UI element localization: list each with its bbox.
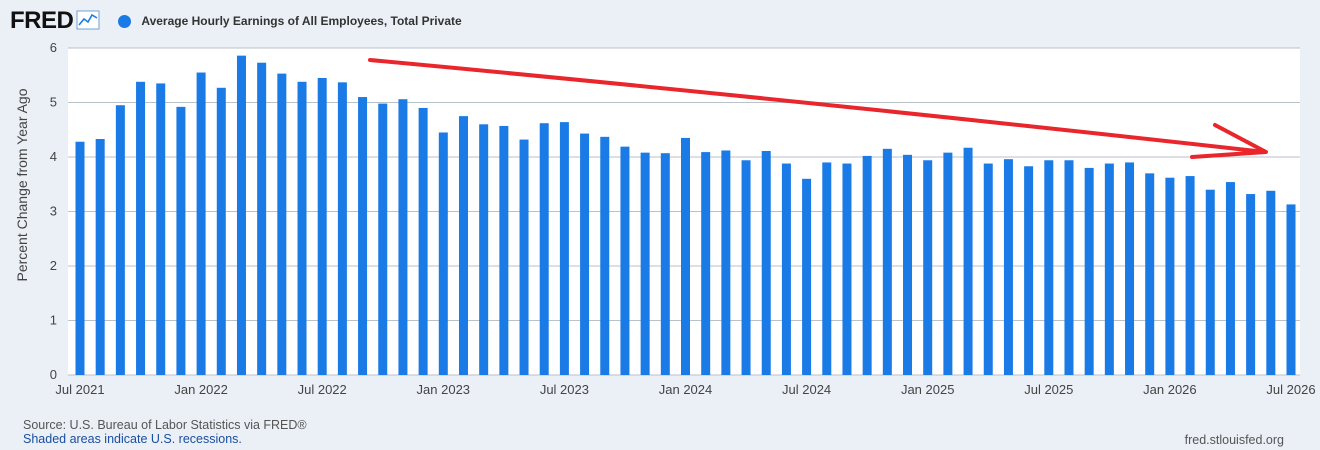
bar <box>802 178 812 375</box>
annotation-arrow-head <box>1190 123 1268 159</box>
bar <box>418 107 428 375</box>
bar <box>136 81 146 375</box>
fred-logo[interactable]: FRED <box>10 7 74 34</box>
bar <box>842 163 852 375</box>
bar <box>681 137 690 375</box>
x-tick-label: Jan 2026 <box>1143 382 1197 397</box>
x-tick-label: Jan 2025 <box>901 382 955 397</box>
y-tick-label: 3 <box>50 204 57 219</box>
bar <box>822 162 832 375</box>
bar <box>983 163 993 375</box>
bar <box>75 141 85 375</box>
bar <box>761 151 771 375</box>
bar <box>458 116 468 375</box>
bar <box>1286 204 1296 375</box>
x-tick-label: Jul 2021 <box>55 382 104 397</box>
bar <box>539 123 549 376</box>
bar <box>660 153 670 375</box>
bar <box>378 103 388 375</box>
bar <box>600 136 610 375</box>
bar <box>620 146 630 375</box>
bar <box>559 122 569 376</box>
bar <box>1125 162 1135 375</box>
bar <box>721 150 731 375</box>
y-tick-label: 1 <box>50 313 57 328</box>
x-tick-label: Jan 2024 <box>659 382 713 397</box>
bar <box>1084 167 1094 375</box>
bar <box>156 83 166 376</box>
y-tick-label: 5 <box>50 95 57 110</box>
bar <box>499 125 509 375</box>
bar <box>398 99 408 375</box>
bar <box>236 55 246 375</box>
bar <box>277 73 287 376</box>
bar <box>1246 194 1256 375</box>
bar <box>1064 160 1074 375</box>
bar <box>115 105 125 375</box>
y-tick-label: 4 <box>50 149 57 164</box>
bar <box>1104 163 1114 375</box>
bar <box>862 155 872 375</box>
x-tick-label: Jul 2025 <box>1024 382 1073 397</box>
bar <box>1165 177 1175 375</box>
x-tick-label: Jul 2024 <box>782 382 831 397</box>
bar <box>781 163 791 375</box>
source-text: Source: U.S. Bureau of Labor Statistics … <box>23 418 307 432</box>
chart-footer-source: Source: U.S. Bureau of Labor Statistics … <box>23 418 307 446</box>
bar <box>701 152 711 375</box>
bar <box>1266 190 1276 375</box>
bar <box>923 160 933 375</box>
bar <box>963 147 973 375</box>
bar <box>479 124 489 375</box>
bar <box>438 132 448 375</box>
bar <box>317 77 327 375</box>
bar <box>882 148 892 375</box>
bar <box>519 139 529 375</box>
y-tick-label: 6 <box>50 40 57 55</box>
y-tick-label: 0 <box>50 367 57 382</box>
x-tick-label: Jan 2022 <box>174 382 228 397</box>
bar <box>580 133 590 375</box>
bar <box>1024 166 1034 375</box>
legend-series-label[interactable]: Average Hourly Earnings of All Employees… <box>141 14 462 28</box>
x-tick-label: Jul 2026 <box>1266 382 1315 397</box>
bar <box>337 82 347 376</box>
bar <box>176 106 186 376</box>
bar <box>1003 159 1013 375</box>
y-tick-label: 2 <box>50 258 57 273</box>
fred-line-chart-icon <box>76 10 100 35</box>
bar <box>903 154 913 375</box>
bar <box>1145 173 1155 375</box>
bar <box>196 72 206 376</box>
bar <box>358 97 368 376</box>
bar <box>1205 189 1215 375</box>
bar <box>95 139 105 375</box>
bar <box>257 62 267 376</box>
x-tick-label: Jul 2023 <box>540 382 589 397</box>
bar <box>943 152 953 375</box>
chart-header: FRED Average Hourly Earnings of All Empl… <box>10 6 462 36</box>
legend-marker-icon <box>118 14 132 28</box>
x-tick-label: Jan 2023 <box>417 382 471 397</box>
recessions-note: Shaded areas indicate U.S. recessions. <box>23 432 242 446</box>
annotation-arrow-shaft <box>368 58 1267 154</box>
bar <box>216 87 226 375</box>
bar <box>1185 176 1195 375</box>
bar <box>1044 160 1054 375</box>
fred-site-link[interactable]: fred.stlouisfed.org <box>1184 433 1284 447</box>
x-tick-label: Jul 2022 <box>298 382 347 397</box>
bar <box>297 81 307 375</box>
bar <box>1225 182 1235 375</box>
bar <box>741 160 751 375</box>
bar <box>640 152 650 375</box>
